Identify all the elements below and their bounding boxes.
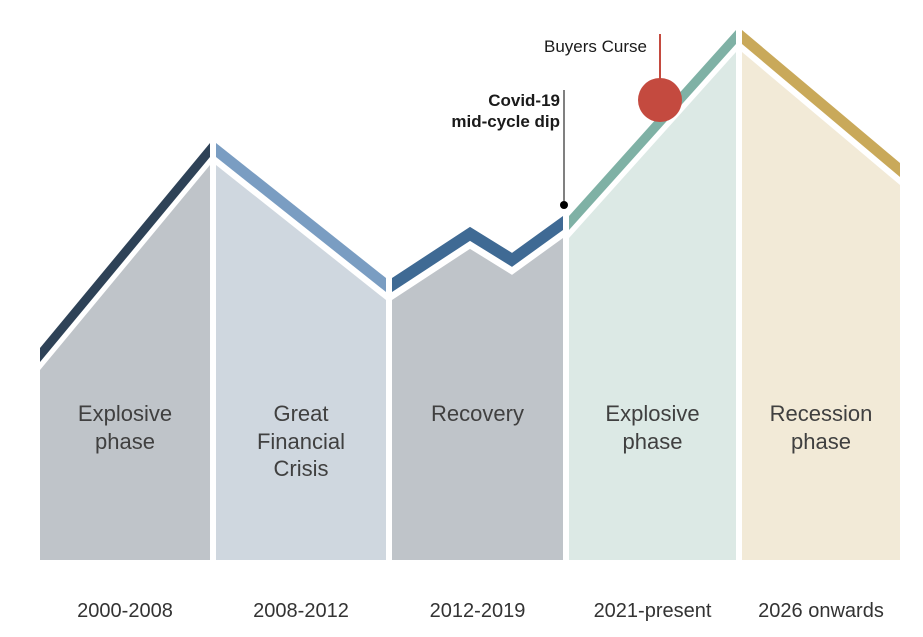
axis-label-gfc: 2008-2012 [253, 600, 349, 623]
phase-area-recovery [392, 238, 563, 560]
economic-cycle-chart: Explosive phase 2000-2008 Great Financial … [0, 0, 923, 637]
phase-area-explosive1 [40, 165, 210, 560]
axis-label-recession: 2026 onwards [758, 600, 884, 623]
phase-label-explosive1: Explosive phase [78, 400, 172, 455]
axis-label-recovery: 2012-2019 [430, 600, 526, 623]
buyers-curse-dot [638, 78, 682, 122]
phase-label-recession: Recession phase [770, 400, 873, 455]
axis-label-explosive1: 2000-2008 [77, 600, 173, 623]
phase-area-recession [742, 52, 900, 560]
phase-label-gfc: Great Financial Crisis [257, 400, 345, 483]
buyers-curse-text: Buyers Curse [544, 36, 647, 57]
covid-annotation-text: Covid-19 mid-cycle dip [451, 90, 560, 133]
phase-label-recovery: Recovery [431, 400, 524, 428]
phase-label-explosive2: Explosive phase [605, 400, 699, 455]
covid-annotation-dot [560, 201, 568, 209]
axis-label-explosive2: 2021-present [594, 600, 712, 623]
